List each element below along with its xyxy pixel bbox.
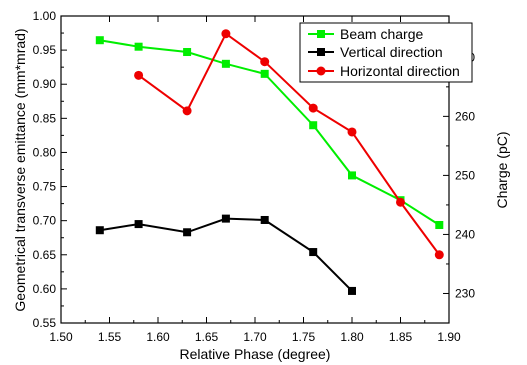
data-point-horizontal-direction-2 [221, 29, 231, 39]
data-point-beam-charge-3 [221, 59, 230, 68]
data-point-vertical-direction-0 [95, 226, 104, 235]
x-tick-label-8: 1.90 [437, 330, 461, 344]
x-tick-label-0: 1.50 [49, 330, 73, 344]
series-line-horizontal-direction [138, 32, 441, 256]
data-point-beam-charge-5 [309, 121, 318, 130]
legend: Beam charge Vertical direction Horizonta… [299, 22, 473, 83]
legend-marker-beam-charge [317, 30, 325, 38]
ticks-layer: 1.50 1.55 1.60 1.65 1.70 1.75 1.80 1.85 1.90 0.55… [33, 9, 476, 344]
data-point-vertical-direction-3 [221, 214, 230, 223]
data-point-vertical-direction-2 [183, 228, 192, 237]
y-left-tick-label-3: 0.70 [33, 214, 57, 228]
y-left-tick-label-2: 0.65 [33, 248, 57, 262]
y-axis-right-label: Charge (pC) [494, 131, 510, 208]
data-point-beam-charge-2 [183, 48, 192, 57]
x-tick-label-1: 1.55 [98, 330, 122, 344]
x-tick-label-7: 1.85 [389, 330, 413, 344]
data-point-horizontal-direction-3 [260, 57, 270, 67]
y-left-tick-label-8: 0.95 [33, 43, 57, 57]
y-right-tick-label-2: 250 [455, 168, 475, 182]
data-point-horizontal-direction-7 [434, 250, 444, 260]
y-left-tick-label-7: 0.90 [33, 77, 57, 91]
y-right-tick-label-1: 240 [455, 227, 475, 241]
data-point-horizontal-direction-5 [347, 127, 357, 137]
data-point-horizontal-direction-1 [182, 106, 192, 116]
x-tick-label-2: 1.60 [146, 330, 170, 344]
data-point-horizontal-direction-0 [134, 70, 144, 80]
x-tick-label-6: 1.80 [340, 330, 364, 344]
y-right-tick-label-0: 230 [455, 286, 475, 300]
x-axis-label: Relative Phase (degree) [180, 346, 331, 362]
y-left-tick-label-9: 1.00 [33, 9, 57, 23]
data-point-vertical-direction-1 [134, 220, 143, 229]
legend-label-vertical-direction: Vertical direction [340, 44, 443, 60]
y-left-tick-label-0: 0.55 [33, 316, 57, 330]
legend-marker-horizontal-direction [316, 66, 326, 76]
x-tick-label-5: 1.75 [292, 330, 316, 344]
data-point-beam-charge-0 [95, 36, 104, 45]
data-point-horizontal-direction-6 [396, 197, 405, 207]
y-right-tick-label-3: 260 [455, 109, 475, 123]
data-point-horizontal-direction-4 [308, 103, 318, 113]
data-point-vertical-direction-6 [348, 286, 356, 295]
data-point-vertical-direction-5 [309, 248, 318, 257]
y-left-tick-label-6: 0.85 [33, 111, 57, 125]
series-layer [95, 29, 444, 295]
y-left-tick-label-4: 0.75 [33, 180, 57, 194]
y-left-tick-label-5: 0.80 [33, 145, 57, 159]
data-point-beam-charge-8 [435, 220, 444, 229]
data-point-beam-charge-1 [134, 42, 143, 51]
data-point-beam-charge-4 [260, 69, 269, 78]
x-tick-label-3: 1.65 [195, 330, 219, 344]
y-axis-left-label: Geometrical transverse emittance (mm*mra… [12, 28, 28, 311]
legend-label-beam-charge: Beam charge [340, 26, 423, 42]
data-point-vertical-direction-4 [260, 215, 269, 224]
data-point-beam-charge-6 [348, 171, 356, 180]
legend-label-horizontal-direction: Horizontal direction [340, 63, 460, 79]
x-tick-label-4: 1.70 [243, 330, 267, 344]
legend-marker-vertical-direction [317, 48, 325, 56]
y-left-tick-label-1: 0.60 [33, 282, 57, 296]
plot-frame [60, 15, 450, 324]
